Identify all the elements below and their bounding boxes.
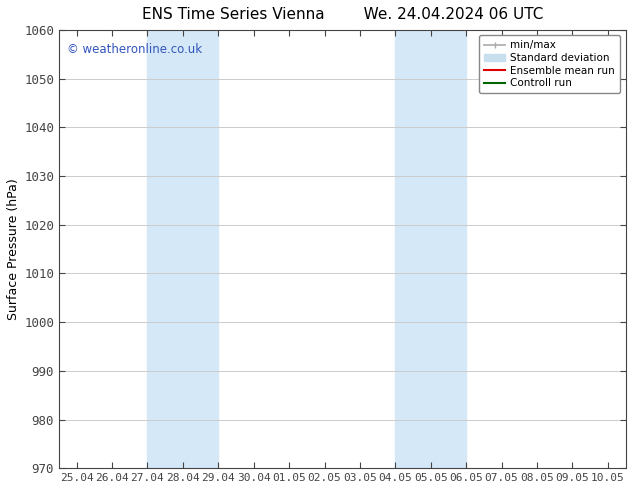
Text: © weatheronline.co.uk: © weatheronline.co.uk	[67, 43, 203, 56]
Bar	[148, 30, 218, 468]
Bar	[396, 30, 466, 468]
Y-axis label: Surface Pressure (hPa): Surface Pressure (hPa)	[7, 178, 20, 320]
Legend: min/max, Standard deviation, Ensemble mean run, Controll run: min/max, Standard deviation, Ensemble me…	[479, 35, 620, 94]
Title: ENS Time Series Vienna        We. 24.04.2024 06 UTC: ENS Time Series Vienna We. 24.04.2024 06…	[141, 7, 543, 22]
